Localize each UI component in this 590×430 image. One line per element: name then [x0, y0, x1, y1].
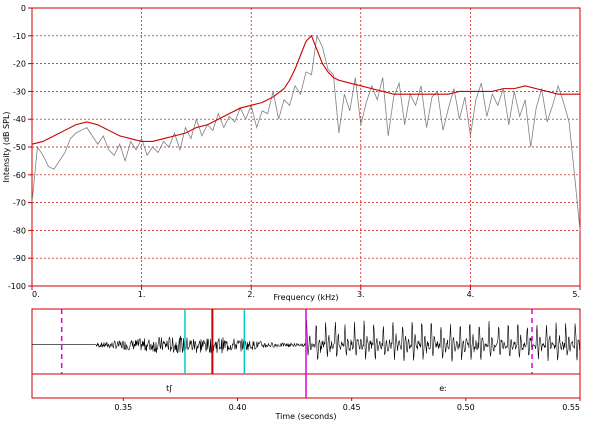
spectrum-x-tick-label: 0. — [32, 290, 40, 299]
spectrum-y-tick-label: -50 — [13, 143, 26, 152]
waveform-markers — [60, 309, 533, 398]
spectrum-chart: 0 -10 -20 -30 -40 -50 -60 -70 -80 -90 -100 0. 1. 2. 3… — [2, 4, 581, 302]
spectrum-series — [31, 34, 581, 231]
spectrum-x-ticks: 0. 1. 2. 3. 4. 5. — [31, 286, 581, 299]
spectrum-y-tick-label: -100 — [8, 282, 26, 291]
spectrum-x-tick-label: 4. — [467, 290, 475, 299]
waveform-x-axis-label: Time (seconds) — [274, 412, 336, 421]
waveform-x-tick-label: 0.50 — [457, 403, 475, 412]
waveform-x-tick-label: 0.40 — [229, 403, 247, 412]
waveform-x-tick-label: 0.45 — [343, 403, 361, 412]
spectrum-x-tick-label: 1. — [138, 290, 146, 299]
spectrum-x-tick-label: 3. — [357, 290, 365, 299]
spectrum-y-tick-label: -40 — [13, 115, 26, 124]
spectrum-y-tick-label: -10 — [13, 32, 26, 41]
spectrum-y-tick-label: -80 — [13, 226, 26, 235]
segment-labels: tʃ eː — [166, 384, 447, 393]
spectrum-y-tick-label: -30 — [13, 87, 26, 96]
spectrum-y-tick-label: -90 — [13, 254, 26, 263]
waveform-chart: tʃ eː 0.35 0.40 0.45 0.50 0.55 Time (seconds) — [31, 308, 581, 421]
spectrum-line — [31, 34, 581, 231]
spectrum-y-tick-label: -70 — [13, 199, 26, 208]
waveform-x-tick-label: 0.55 — [562, 403, 580, 412]
segment-label: eː — [439, 384, 447, 393]
spectrum-x-tick-label: 5. — [572, 290, 580, 299]
waveform-x-tick-label: 0.35 — [114, 403, 132, 412]
spectrum-x-axis-label: Frequency (kHz) — [274, 293, 339, 302]
spectrum-y-ticks: 0 -10 -20 -30 -40 -50 -60 -70 -80 -90 -100 — [8, 4, 32, 291]
spectrum-y-tick-label: -20 — [13, 60, 26, 69]
spectrum-y-tick-label: -60 — [13, 171, 26, 180]
segment-label: tʃ — [166, 384, 172, 393]
spectrum-y-axis-label: Intensity (dB SPL) — [2, 111, 11, 182]
waveform-x-ticks: 0.35 0.40 0.45 0.50 0.55 — [114, 398, 581, 412]
spectrum-y-tick-label: 0 — [21, 4, 26, 13]
spectrum-x-tick-label: 2. — [247, 290, 255, 299]
lpc-envelope-line — [31, 34, 580, 145]
